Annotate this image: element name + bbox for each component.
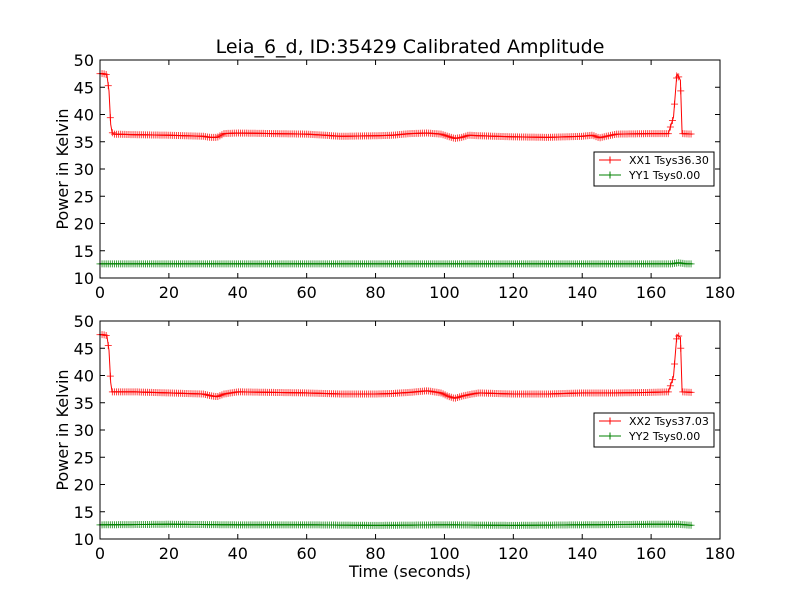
y-tick-label: 35 [74,133,94,152]
data-point [675,73,683,81]
data-point [671,100,679,108]
data-point [664,388,672,396]
y-tick-label: 50 [74,312,94,331]
legend-marker [606,417,614,425]
x-axis-label: Time (seconds) [348,562,471,581]
plot-panel-bottom: 0 20 40 60 80 100 120 140 160 180 10 15 20 25 30 35 40 45… [53,312,735,563]
legend-entry: XX2 Tsys37.03 [599,415,709,428]
data-point [102,70,110,78]
x-tick-label: 0 [95,544,105,563]
y-tick-label: 45 [74,78,94,97]
data-point [687,388,695,396]
y-tick-label: 45 [74,339,94,358]
x-tick-label: 20 [159,283,179,302]
y-tick-label: 10 [74,269,94,288]
y-tick-label: 40 [74,106,94,125]
y-tick-label: 25 [74,448,94,467]
y-axis-label: Power in Kelvin [53,108,72,229]
x-tick-label: 0 [95,283,105,302]
x-tick-label: 40 [228,544,248,563]
legend-box [593,412,715,448]
series-line [100,71,693,140]
data-point [671,360,679,368]
data-point [106,372,114,380]
x-tick-label: 60 [296,544,316,563]
legend-label: XX2 Tsys37.03 [629,415,709,428]
figure-title: Leia_6_d, ID:35429 Calibrated Amplitude [216,36,605,58]
legend: XX2 Tsys37.03 YY2 Tsys0.00 [593,412,715,448]
series-markers [96,520,695,529]
data-point [664,130,672,138]
data-point [668,376,676,384]
series-1-xx2 [96,331,695,402]
y-tick-label: 20 [74,476,94,495]
plot-panel-top: 0 20 40 60 80 100 120 140 160 180 10 15 20 25 30 35 40 45… [53,51,735,302]
data-point [666,382,674,390]
data-point [687,130,695,138]
x-tick-label: 120 [498,283,529,302]
legend-entry: YY1 Tsys0.00 [599,169,700,182]
data-point [666,123,674,131]
data-point [102,331,110,339]
legend-entry: YY2 Tsys0.00 [599,430,700,443]
legend-label: YY1 Tsys0.00 [628,169,700,182]
series-markers [96,70,695,142]
series-markers [96,259,695,268]
y-tick-label: 40 [74,367,94,386]
data-point [677,344,685,352]
data-point [675,332,683,340]
y-tick-label: 35 [74,394,94,413]
legend-entry: XX1 Tsys36.30 [599,154,709,167]
x-tick-label: 180 [705,544,736,563]
x-tick-label: 100 [429,283,460,302]
y-tick-label: 25 [74,187,94,206]
y-tick-label: 50 [74,51,94,70]
x-tick-label: 40 [228,283,248,302]
legend-marker [606,171,614,179]
legend-label: YY2 Tsys0.00 [628,430,700,443]
series-2-yy2 [96,520,695,529]
y-tick-label: 20 [74,215,94,234]
x-tick-label: 80 [365,283,385,302]
y-tick-label: 30 [74,421,94,440]
series-line [100,333,693,399]
legend-marker [606,156,614,164]
data-point [677,87,685,95]
legend-box [593,151,715,187]
y-tick-label: 10 [74,530,94,549]
legend: XX1 Tsys36.30 YY1 Tsys0.00 [593,151,715,187]
y-axis-label: Power in Kelvin [53,369,72,490]
data-point [687,260,695,268]
series-2-yy1 [96,259,695,268]
series-1-xx1 [96,70,695,142]
series-markers [96,331,695,402]
data-point [104,82,112,90]
data-point [106,114,114,122]
x-tick-label: 20 [159,544,179,563]
x-tick-label: 120 [498,544,529,563]
legend-label: XX1 Tsys36.30 [629,154,709,167]
data-point [668,116,676,124]
y-tick-label: 30 [74,160,94,179]
x-tick-label: 160 [636,544,667,563]
x-tick-label: 140 [567,283,598,302]
data-point [104,342,112,350]
y-tick-label: 15 [74,242,94,261]
x-tick-label: 180 [705,283,736,302]
x-tick-label: 160 [636,283,667,302]
y-tick-label: 15 [74,503,94,522]
x-tick-label: 100 [429,544,460,563]
x-tick-label: 80 [365,544,385,563]
legend-marker [606,432,614,440]
data-point [687,521,695,529]
x-tick-label: 140 [567,544,598,563]
x-tick-label: 60 [296,283,316,302]
